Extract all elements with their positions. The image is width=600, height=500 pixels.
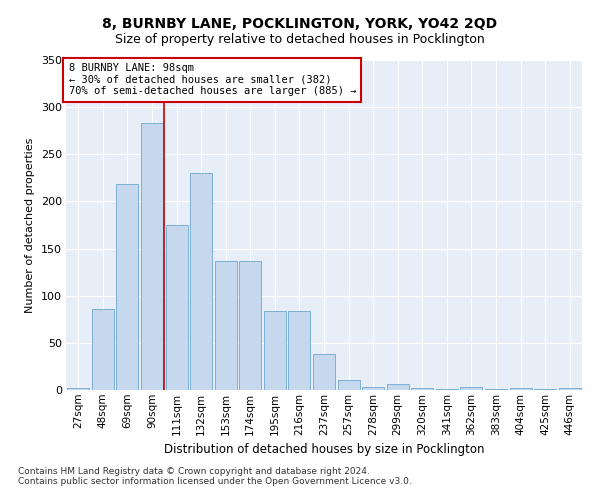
Text: 8, BURNBY LANE, POCKLINGTON, YORK, YO42 2QD: 8, BURNBY LANE, POCKLINGTON, YORK, YO42 … — [103, 18, 497, 32]
Bar — [338, 380, 359, 390]
Y-axis label: Number of detached properties: Number of detached properties — [25, 138, 35, 312]
Bar — [116, 184, 139, 390]
Text: Size of property relative to detached houses in Pocklington: Size of property relative to detached ho… — [115, 32, 485, 46]
Bar — [92, 309, 114, 390]
Bar — [141, 123, 163, 390]
Text: Contains HM Land Registry data © Crown copyright and database right 2024.: Contains HM Land Registry data © Crown c… — [18, 467, 370, 476]
Bar — [411, 388, 433, 390]
Bar — [313, 354, 335, 390]
Text: 8 BURNBY LANE: 98sqm
← 30% of detached houses are smaller (382)
70% of semi-deta: 8 BURNBY LANE: 98sqm ← 30% of detached h… — [68, 64, 356, 96]
Bar — [559, 388, 581, 390]
Bar — [386, 384, 409, 390]
Text: Contains public sector information licensed under the Open Government Licence v3: Contains public sector information licen… — [18, 477, 412, 486]
Bar — [436, 389, 458, 390]
Bar — [362, 387, 384, 390]
Bar — [67, 388, 89, 390]
Bar — [460, 387, 482, 390]
X-axis label: Distribution of detached houses by size in Pocklington: Distribution of detached houses by size … — [164, 443, 484, 456]
Bar — [485, 389, 507, 390]
Bar — [289, 311, 310, 390]
Bar — [215, 261, 237, 390]
Bar — [509, 388, 532, 390]
Bar — [534, 389, 556, 390]
Bar — [239, 261, 262, 390]
Bar — [264, 311, 286, 390]
Bar — [166, 225, 188, 390]
Bar — [190, 173, 212, 390]
